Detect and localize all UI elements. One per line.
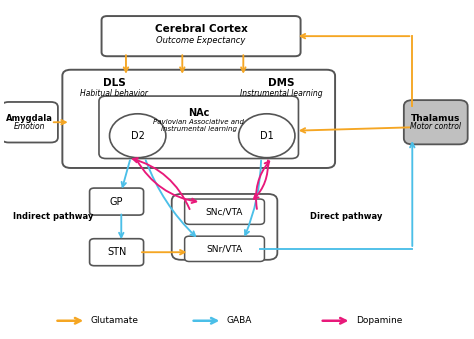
Text: Thalamus: Thalamus (411, 114, 460, 123)
Text: Outcome Expectancy: Outcome Expectancy (156, 36, 246, 45)
Ellipse shape (238, 114, 295, 158)
Text: D1: D1 (260, 131, 273, 141)
FancyBboxPatch shape (99, 96, 299, 159)
FancyBboxPatch shape (101, 16, 301, 56)
FancyBboxPatch shape (185, 236, 264, 261)
Text: D2: D2 (131, 131, 145, 141)
Text: SNc/VTA: SNc/VTA (206, 207, 243, 216)
Text: Habitual behavior: Habitual behavior (80, 89, 148, 98)
Text: SNr/VTA: SNr/VTA (207, 244, 243, 253)
FancyBboxPatch shape (63, 70, 335, 168)
Text: DMS: DMS (268, 78, 294, 88)
FancyBboxPatch shape (172, 194, 277, 260)
Text: NAc: NAc (188, 108, 210, 118)
FancyBboxPatch shape (1, 102, 58, 142)
Text: Emotion: Emotion (14, 122, 46, 131)
FancyBboxPatch shape (90, 239, 144, 266)
Text: DLS: DLS (103, 78, 126, 88)
FancyBboxPatch shape (185, 199, 264, 224)
Text: Cerebral Cortex: Cerebral Cortex (155, 24, 247, 34)
Text: Glutamate: Glutamate (91, 316, 139, 325)
Text: GABA: GABA (227, 316, 252, 325)
Text: Indirect pathway: Indirect pathway (13, 212, 93, 221)
Ellipse shape (109, 114, 166, 158)
Text: instrumental learning: instrumental learning (161, 126, 237, 132)
Text: STN: STN (107, 247, 126, 257)
Text: Direct pathway: Direct pathway (310, 212, 383, 221)
Text: Pavlovian Associative and: Pavlovian Associative and (153, 119, 244, 125)
Text: Instrumental learning: Instrumental learning (239, 89, 322, 98)
Text: GP: GP (110, 197, 123, 206)
Text: Motor control: Motor control (410, 122, 461, 131)
Text: Amygdala: Amygdala (6, 114, 53, 123)
FancyBboxPatch shape (90, 188, 144, 215)
FancyBboxPatch shape (404, 100, 468, 144)
Text: Dopamine: Dopamine (356, 316, 402, 325)
